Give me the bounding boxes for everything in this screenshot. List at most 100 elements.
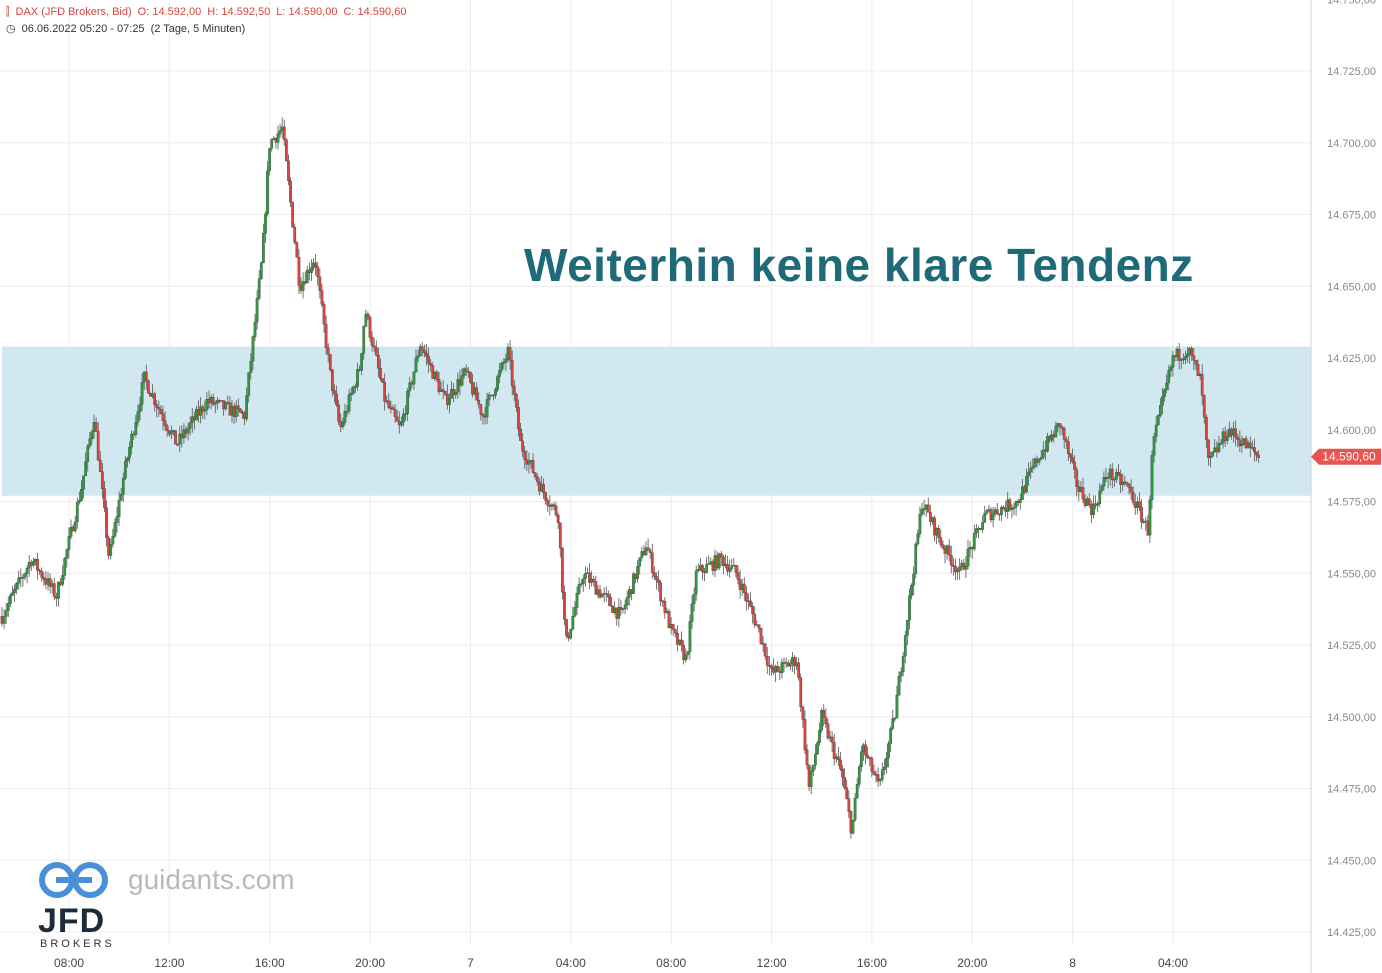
candle-up [15,583,18,590]
candle-down [680,639,683,646]
candle-down [607,594,610,598]
candle-up [69,526,73,537]
candle-down [316,266,320,277]
candle-up [128,447,131,459]
candle-up [90,431,94,440]
candle-down [531,460,535,473]
candle-up [686,651,690,656]
candle-down [38,570,41,572]
candle-down [144,371,148,381]
candle-up [728,568,731,572]
candle-up [234,405,238,417]
candle-up [889,728,892,744]
candle-down [423,349,426,354]
candle-down [393,409,397,417]
candle-up [456,379,460,393]
candle-up [625,597,629,606]
candle-up [1169,367,1173,371]
candle-down [165,425,169,431]
x-tick-label: 16:00 [857,956,887,970]
candle-up [245,395,248,420]
candle-down [1223,431,1227,441]
candle-up [178,433,182,445]
candle-up [111,535,115,545]
candle-up [908,595,911,621]
candle-down [374,347,378,356]
candle-up [1100,485,1104,492]
candle-up [623,604,627,609]
candle-up [1152,436,1156,456]
candle-up [914,543,918,575]
x-tick-label: 8 [1069,956,1076,970]
candle-down [866,754,869,758]
guidants-logo-icon [38,860,110,905]
candle-up [130,433,133,448]
candle-down [765,655,769,666]
y-tick-label: 14.600,00 [1327,425,1376,437]
candle-down [1073,461,1076,470]
candle-up [696,569,700,571]
candle-down [435,371,439,380]
candle-down [803,719,807,750]
candle-up [818,729,821,743]
candle-down [1202,395,1206,418]
candle-up [1031,466,1035,469]
candle-down [1069,453,1072,458]
candle-down [42,577,46,580]
candle-down [1060,427,1064,429]
candle-up [632,573,635,594]
candle-down [864,744,867,756]
candle-up [276,133,280,143]
candle-up [1150,455,1154,501]
candle-down [475,387,478,401]
candle-up [264,213,267,234]
candle-down [1182,358,1185,361]
candle-up [811,764,815,772]
candle-up [487,394,491,400]
candle-up [63,558,67,576]
candle-up [73,521,77,532]
candle-down [870,757,874,772]
y-tick-label: 14.700,00 [1327,138,1376,150]
candle-down [1207,439,1210,458]
candle-up [121,477,125,495]
candle-down [592,579,596,582]
candle-up [412,371,416,385]
candle-down [1234,428,1237,438]
candle-up [126,458,129,462]
candle-up [498,370,501,377]
candle-down [333,390,336,394]
candle-down [1087,498,1091,505]
candle-down [101,471,104,489]
candle-down [1177,348,1181,361]
candle-up [1209,456,1212,458]
candle-down [839,759,842,770]
candle-up [203,409,207,412]
candle-up [247,372,251,396]
candle-down [801,706,805,720]
chart-headline: Weiterhin keine klare Tendenz [524,239,1194,291]
candles [0,117,1260,839]
candle-up [600,594,604,598]
candle-up [86,445,90,462]
candle-down [510,360,514,387]
candle-down [701,565,704,572]
candle-down [726,563,729,572]
candle-up [404,413,407,415]
candle-down [295,242,299,258]
candle-down [1119,474,1122,485]
candle-up [347,394,351,412]
candle-up [1027,471,1030,477]
candle-up [903,635,907,657]
candle-up [1171,355,1175,368]
candle-down [94,422,98,432]
candle-down [663,600,667,613]
candle-up [577,584,581,594]
candle-up [25,568,29,574]
candle-down [659,582,662,602]
candle-down [157,407,161,410]
candle-up [814,753,817,766]
candle-up [13,588,16,594]
candle-up [1165,382,1168,390]
